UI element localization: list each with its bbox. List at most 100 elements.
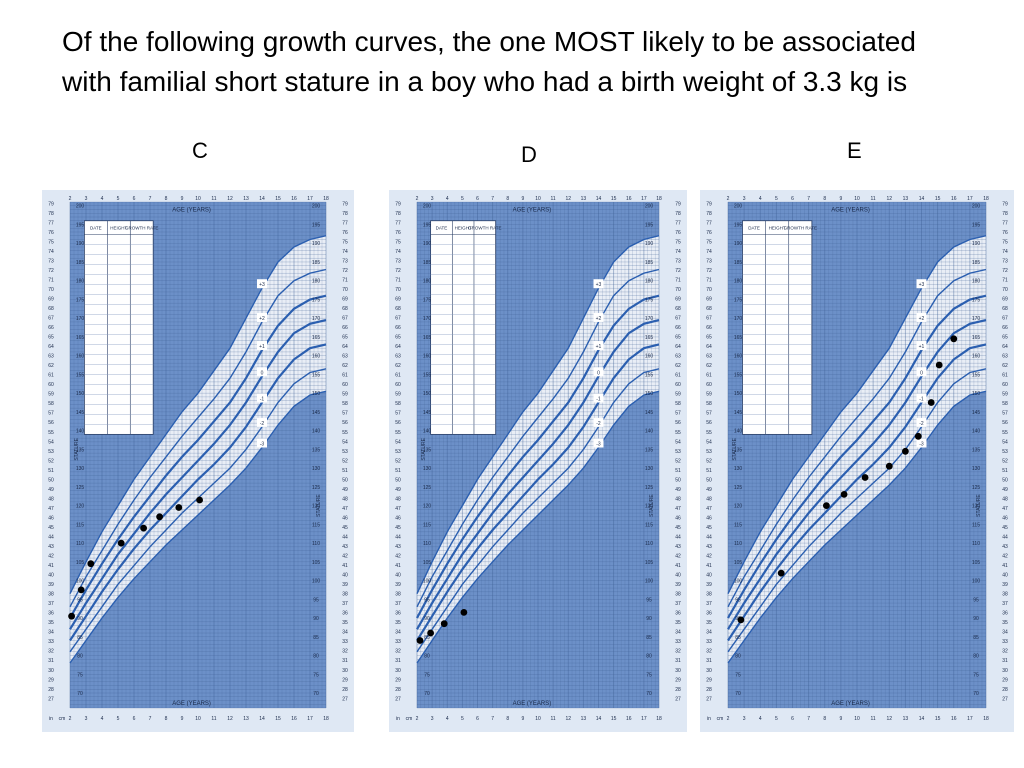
right-cm-tick: 75 [313, 672, 319, 678]
percentile-curve [69, 294, 327, 619]
left-cm-tick: 105 [734, 560, 743, 566]
left-inch-tick: 71 [706, 277, 712, 283]
right-inch-tick: 49 [1002, 487, 1008, 493]
top-age-tick: 8 [823, 196, 826, 202]
right-inch-tick: 49 [342, 487, 348, 493]
bottom-age-tick: 15 [275, 716, 281, 722]
curve-label: -3 [260, 442, 265, 448]
stature-label-left: STATURE [74, 437, 80, 460]
data-point [175, 504, 183, 511]
top-age-tick: 3 [743, 196, 746, 202]
right-cm-tick: 145 [312, 410, 321, 416]
stature-label-right: STATURE [649, 494, 655, 517]
left-cm-tick: 145 [734, 410, 743, 416]
left-inch-tick: 35 [48, 620, 54, 626]
left-inch-tick: 48 [706, 496, 712, 502]
left-inch-tick: 40 [706, 573, 712, 579]
left-cm-tick: 85 [77, 635, 83, 641]
left-inch-tick: 43 [706, 544, 712, 550]
left-inch-tick: 46 [706, 515, 712, 521]
right-cm-tick: 135 [312, 447, 321, 453]
right-cm-tick: 105 [972, 560, 981, 566]
left-inch-tick: 53 [48, 449, 54, 455]
bottom-age-tick: 15 [935, 716, 941, 722]
percentile-curve [416, 235, 660, 594]
right-inch-tick: 45 [675, 525, 681, 531]
right-inch-tick: 58 [675, 401, 681, 407]
right-inch-tick: 60 [1002, 382, 1008, 388]
top-age-tick: 17 [307, 196, 313, 202]
left-cm-tick: 135 [76, 447, 85, 453]
right-inch-tick: 62 [342, 363, 348, 369]
bottom-age-tick: 15 [611, 716, 617, 722]
curve-label-box [257, 417, 267, 427]
curve-label-box [257, 312, 267, 322]
left-cm-tick: 120 [423, 504, 432, 510]
left-cm-tick: 145 [423, 410, 432, 416]
top-age-tick: 15 [275, 196, 281, 202]
left-inch-tick: 66 [706, 325, 712, 331]
right-cm-tick: 180 [645, 279, 654, 285]
right-cm-tick: 155 [972, 372, 981, 378]
right-cm-tick: 170 [972, 316, 981, 322]
right-inch-tick: 27 [342, 696, 348, 702]
right-cm-tick: 165 [645, 335, 654, 341]
right-inch-tick: 33 [342, 639, 348, 645]
left-inch-tick: 76 [48, 230, 54, 236]
right-inch-tick: 43 [1002, 544, 1008, 550]
curve-label: 0 [597, 370, 600, 376]
curve-label-box [257, 367, 267, 377]
footer-age-title: AGE (YEARS) [831, 701, 870, 707]
percentile-curve [416, 319, 660, 630]
right-inch-tick: 68 [675, 306, 681, 312]
right-inch-tick: 57 [342, 411, 348, 417]
top-age-tick: 16 [291, 196, 297, 202]
left-inch-tick: 53 [706, 449, 712, 455]
left-inch-tick: 58 [48, 401, 54, 407]
right-inch-tick: 39 [342, 582, 348, 588]
top-age-tick: 9 [181, 196, 184, 202]
percentile-curve [727, 368, 987, 653]
left-inch-tick: 65 [395, 335, 401, 341]
left-cm-tick: 120 [734, 504, 743, 510]
left-inch-tick: 56 [706, 420, 712, 426]
left-inch-tick: 74 [706, 249, 712, 255]
bottom-age-tick: 12 [227, 716, 233, 722]
curve-label: -3 [919, 442, 924, 448]
bottom-age-tick: 17 [641, 716, 647, 722]
left-inch-tick: 47 [395, 506, 401, 512]
right-inch-tick: 55 [1002, 430, 1008, 436]
right-inch-tick: 58 [1002, 401, 1008, 407]
left-inch-tick: 48 [48, 496, 54, 502]
bottom-age-tick: 16 [291, 716, 297, 722]
right-cm-tick: 125 [312, 485, 321, 491]
right-cm-tick: 90 [646, 616, 652, 622]
left-inch-tick: 62 [706, 363, 712, 369]
left-inch-tick: 74 [48, 249, 54, 255]
top-age-tick: 3 [85, 196, 88, 202]
right-cm-tick: 170 [312, 316, 321, 322]
top-age-tick: 14 [596, 196, 602, 202]
right-inch-tick: 41 [1002, 563, 1008, 569]
right-inch-tick: 63 [1002, 354, 1008, 360]
left-inch-tick: 44 [48, 534, 54, 540]
table-header-height: HEIGHT [455, 226, 472, 231]
right-cm-tick: 140 [312, 429, 321, 435]
right-inch-tick: 43 [342, 544, 348, 550]
bottom-age-tick: 5 [461, 716, 464, 722]
right-inch-tick: 73 [1002, 258, 1008, 264]
left-cm-tick: 100 [423, 579, 432, 585]
right-inch-tick: 36 [342, 611, 348, 617]
bottom-age-tick: 3 [743, 716, 746, 722]
left-inch-tick: 47 [48, 506, 54, 512]
right-inch-tick: 60 [675, 382, 681, 388]
left-cm-tick: 200 [734, 204, 743, 210]
percentile-curve [727, 294, 987, 619]
top-age-tick: 11 [871, 196, 876, 202]
right-cm-tick: 90 [973, 616, 979, 622]
right-cm-tick: 160 [312, 354, 321, 360]
right-inch-tick: 46 [1002, 515, 1008, 521]
left-cm-tick: 185 [734, 260, 743, 266]
data-point [935, 361, 943, 369]
right-inch-tick: 33 [675, 639, 681, 645]
